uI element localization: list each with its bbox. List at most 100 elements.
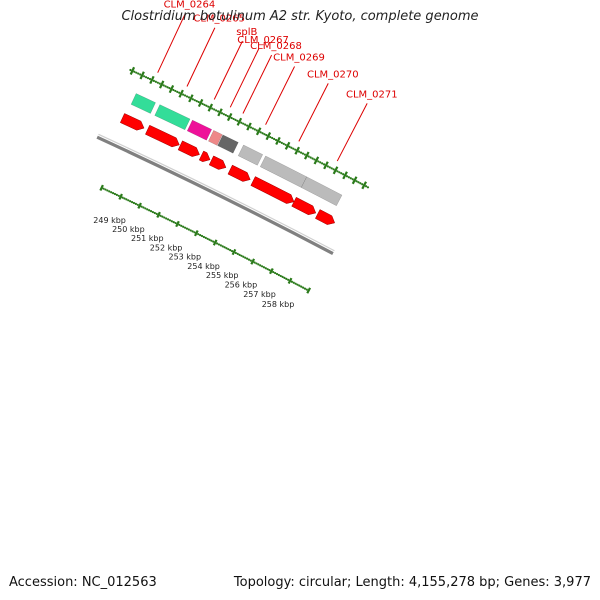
outer-major-tick	[275, 136, 281, 145]
outer-major-tick	[158, 80, 165, 89]
outer-minor-tick	[282, 142, 285, 145]
outer-minor-tick	[307, 155, 310, 158]
outer-minor-tick	[137, 72, 140, 75]
outer-major-tick	[246, 122, 252, 131]
scale-major-tick	[175, 220, 180, 228]
scale-minor-tick	[219, 244, 222, 247]
scale-minor-tick	[127, 199, 130, 202]
scale-minor-tick	[227, 248, 230, 251]
outer-minor-tick	[246, 124, 249, 127]
scale-minor-tick	[166, 218, 170, 221]
outer-minor-tick	[351, 178, 354, 181]
outer-major-tick	[342, 171, 348, 180]
scale-minor-tick	[262, 266, 266, 269]
outer-minor-tick	[185, 95, 189, 98]
outer-minor-tick	[321, 162, 324, 165]
scale-minor-tick	[244, 256, 247, 259]
scale-minor-tick	[172, 221, 175, 224]
outer-minor-tick	[322, 163, 326, 166]
outer-minor-tick	[164, 85, 167, 88]
outer-major-tick	[207, 103, 214, 112]
feature-block	[154, 104, 191, 131]
scale-tick-label: 254 kbp	[187, 262, 220, 271]
feature-block	[186, 119, 213, 141]
feature-callout-line	[157, 13, 186, 73]
scale-minor-tick	[106, 189, 109, 192]
outer-minor-tick	[203, 103, 206, 106]
scale-minor-tick	[298, 284, 301, 287]
outer-minor-tick	[201, 102, 204, 105]
backbone-layer	[96, 133, 335, 256]
scale-minor-tick	[272, 270, 275, 274]
scale-minor-tick	[153, 211, 156, 215]
scale-minor-tick	[294, 282, 297, 285]
outer-minor-tick	[135, 71, 138, 74]
scale-minor-tick	[301, 286, 305, 289]
outer-minor-tick	[144, 76, 148, 79]
scale-minor-tick	[223, 246, 226, 249]
outer-minor-tick	[355, 180, 358, 183]
outer-minor-tick	[191, 98, 194, 101]
scale-minor-tick	[210, 239, 213, 242]
outer-major-tick	[351, 176, 358, 185]
outer-major-tick	[236, 117, 243, 126]
outer-minor-tick	[154, 80, 157, 83]
scale-minor-tick	[163, 216, 166, 219]
outer-minor-tick	[207, 105, 210, 108]
outer-minor-tick	[230, 116, 233, 120]
scale-minor-tick	[225, 247, 228, 250]
outer-major-tick	[361, 181, 367, 190]
scale-minor-tick	[300, 285, 303, 288]
outer-minor-tick	[326, 165, 329, 168]
scale-minor-tick	[193, 231, 196, 234]
accession-text: Accession: NC_012563	[9, 575, 157, 590]
scale-major-tick	[231, 248, 237, 256]
outer-major-tick	[188, 94, 194, 103]
scale-minor-tick	[189, 229, 192, 232]
outer-minor-tick	[156, 81, 159, 84]
scale-minor-tick	[174, 221, 177, 225]
outer-minor-tick	[168, 87, 171, 90]
outer-minor-tick	[220, 112, 224, 115]
scale-minor-tick	[108, 190, 111, 193]
scale-minor-tick	[249, 259, 252, 262]
feature-callout-line	[265, 66, 295, 125]
scale-minor-tick	[121, 196, 124, 199]
outer-major-tick	[149, 75, 155, 85]
outer-major-tick	[255, 127, 262, 136]
outer-minor-tick	[129, 68, 132, 72]
outer-minor-tick	[269, 135, 272, 139]
scale-major-tick	[156, 211, 161, 218]
scale-minor-tick	[168, 219, 172, 222]
outer-minor-tick	[232, 117, 235, 121]
scale-minor-tick	[136, 203, 139, 206]
outer-minor-tick	[148, 77, 152, 81]
feature-label: splB	[236, 27, 257, 38]
feature-block	[237, 144, 264, 166]
outer-minor-tick	[172, 88, 175, 92]
feature-label: CLM_0269	[273, 53, 325, 64]
outer-major-tick	[323, 161, 329, 170]
outer-minor-tick	[263, 133, 266, 136]
feature-label: CLM_0267	[237, 35, 289, 46]
scale-minor-tick	[170, 220, 173, 223]
scale-minor-tick	[292, 281, 295, 284]
outer-minor-tick	[182, 93, 185, 96]
scale-minor-tick	[155, 212, 158, 215]
scale-minor-tick	[102, 187, 105, 190]
outer-major-tick	[168, 84, 175, 94]
outer-major-tick	[284, 141, 291, 150]
scale-minor-tick	[149, 210, 153, 213]
scale-minor-tick	[208, 238, 211, 241]
outer-minor-tick	[236, 119, 239, 122]
scale-tick-label: 257 kbp	[243, 290, 276, 299]
feature-label: CLM_0265	[193, 14, 245, 25]
scale-minor-tick	[200, 234, 204, 238]
cds-arrow	[145, 124, 180, 148]
outer-minor-tick	[319, 161, 322, 164]
feature-layer	[130, 93, 343, 207]
scale-minor-tick	[268, 269, 271, 272]
outer-minor-tick	[265, 134, 268, 137]
scale-minor-tick	[130, 200, 134, 204]
